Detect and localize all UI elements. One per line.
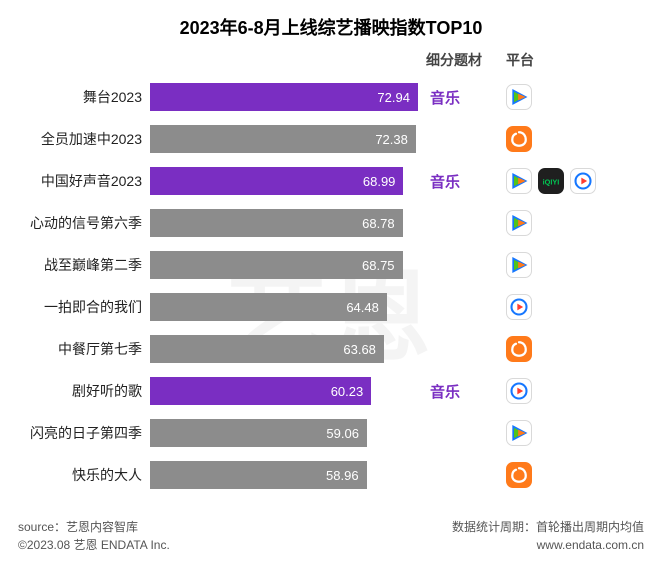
row-label: 一拍即合的我们 xyxy=(18,297,150,317)
row-tag: 音乐 xyxy=(420,171,500,192)
bar-track: 58.96 xyxy=(150,461,420,489)
row-platforms xyxy=(500,84,620,110)
bar: 64.48 xyxy=(150,293,387,321)
row-platforms xyxy=(500,336,620,362)
tencent-icon xyxy=(506,252,532,278)
row-label: 中国好声音2023 xyxy=(18,171,150,191)
header-tag: 细分题材 xyxy=(420,50,500,70)
chart-row: 舞台2023 72.94 音乐 xyxy=(18,76,644,118)
tencent-icon xyxy=(506,168,532,194)
bar: 63.68 xyxy=(150,335,384,363)
row-platforms xyxy=(500,462,620,488)
chart-rows: 舞台202372.94音乐全员加速中202372.38中国好声音202368.9… xyxy=(18,76,644,496)
youku-icon xyxy=(570,168,596,194)
bar: 72.94 xyxy=(150,83,418,111)
chart-row: 闪亮的日子第四季 59.06 xyxy=(18,412,644,454)
period-label: 数据统计周期： xyxy=(452,520,536,534)
chart-row: 中餐厅第七季 63.68 xyxy=(18,328,644,370)
copyright: ©2023.08 艺恩 ENDATA Inc. xyxy=(18,536,170,554)
row-label: 快乐的大人 xyxy=(18,465,150,485)
bar: 58.96 xyxy=(150,461,367,489)
row-label: 中餐厅第七季 xyxy=(18,339,150,359)
row-label: 全员加速中2023 xyxy=(18,129,150,149)
bar-track: 68.78 xyxy=(150,209,420,237)
footer-url: www.endata.com.cn xyxy=(452,536,644,554)
chart-row: 快乐的大人 58.96 xyxy=(18,454,644,496)
bar-track: 72.38 xyxy=(150,125,420,153)
row-platforms xyxy=(500,252,620,278)
row-platforms: iQIYI xyxy=(500,168,620,194)
tencent-icon xyxy=(506,84,532,110)
bar-track: 60.23 xyxy=(150,377,420,405)
row-platforms xyxy=(500,294,620,320)
source-value: 艺恩内容智库 xyxy=(66,520,138,534)
bar-track: 64.48 xyxy=(150,293,420,321)
row-label: 舞台2023 xyxy=(18,87,150,107)
bar: 68.99 xyxy=(150,167,403,195)
row-label: 心动的信号第六季 xyxy=(18,213,150,233)
bar-track: 63.68 xyxy=(150,335,420,363)
chart-row: 心动的信号第六季 68.78 xyxy=(18,202,644,244)
tencent-icon xyxy=(506,420,532,446)
header-platform: 平台 xyxy=(500,50,620,70)
bar: 72.38 xyxy=(150,125,416,153)
iqiyi-icon: iQIYI xyxy=(538,168,564,194)
bar-value: 59.06 xyxy=(326,426,359,441)
bar: 60.23 xyxy=(150,377,371,405)
mango-icon xyxy=(506,462,532,488)
bar: 59.06 xyxy=(150,419,367,447)
row-platforms xyxy=(500,420,620,446)
bar-value: 68.99 xyxy=(363,174,396,189)
tencent-icon xyxy=(506,210,532,236)
period-value: 首轮播出周期内均值 xyxy=(536,520,644,534)
svg-text:iQIYI: iQIYI xyxy=(543,177,560,186)
source-label: source： xyxy=(18,520,66,534)
chart-row: 中国好声音2023 68.99 音乐 iQIYI xyxy=(18,160,644,202)
mango-icon xyxy=(506,336,532,362)
bar-value: 68.75 xyxy=(362,258,395,273)
row-platforms xyxy=(500,378,620,404)
bar-value: 68.78 xyxy=(362,216,395,231)
row-label: 战至巅峰第二季 xyxy=(18,255,150,275)
column-headers: 细分题材 平台 xyxy=(18,50,644,70)
bar: 68.75 xyxy=(150,251,403,279)
chart-row: 一拍即合的我们 64.48 xyxy=(18,286,644,328)
row-tag: 音乐 xyxy=(420,87,500,108)
bar-value: 60.23 xyxy=(331,384,364,399)
bar: 68.78 xyxy=(150,209,403,237)
bar-track: 59.06 xyxy=(150,419,420,447)
bar-value: 64.48 xyxy=(346,300,379,315)
mango-icon xyxy=(506,126,532,152)
bar-value: 63.68 xyxy=(343,342,376,357)
chart-row: 战至巅峰第二季 68.75 xyxy=(18,244,644,286)
chart-row: 剧好听的歌 60.23 音乐 xyxy=(18,370,644,412)
row-label: 剧好听的歌 xyxy=(18,381,150,401)
row-label: 闪亮的日子第四季 xyxy=(18,423,150,443)
bar-track: 72.94 xyxy=(150,83,420,111)
youku-icon xyxy=(506,378,532,404)
bar-track: 68.99 xyxy=(150,167,420,195)
row-platforms xyxy=(500,210,620,236)
bar-value: 58.96 xyxy=(326,468,359,483)
bar-track: 68.75 xyxy=(150,251,420,279)
footer: source：艺恩内容智库 ©2023.08 艺恩 ENDATA Inc. 数据… xyxy=(18,518,644,554)
bar-value: 72.38 xyxy=(375,132,408,147)
chart-row: 全员加速中2023 72.38 xyxy=(18,118,644,160)
bar-value: 72.94 xyxy=(377,90,410,105)
youku-icon xyxy=(506,294,532,320)
row-platforms xyxy=(500,126,620,152)
chart-title: 2023年6-8月上线综艺播映指数TOP10 xyxy=(18,14,644,40)
row-tag: 音乐 xyxy=(420,381,500,402)
